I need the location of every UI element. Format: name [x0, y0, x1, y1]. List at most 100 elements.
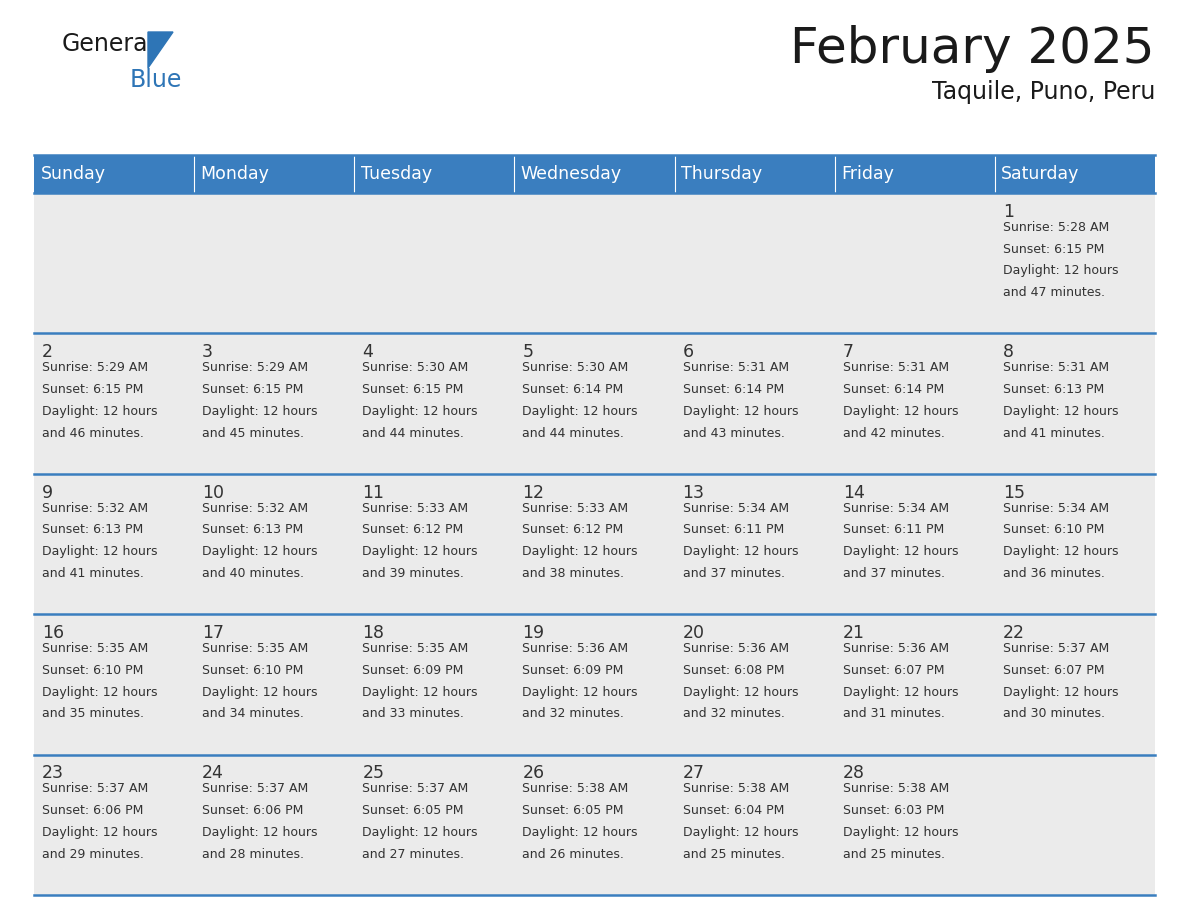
Text: Sunset: 6:14 PM: Sunset: 6:14 PM	[523, 383, 624, 396]
Text: and 42 minutes.: and 42 minutes.	[842, 427, 944, 440]
Text: 8: 8	[1003, 343, 1013, 361]
Text: Daylight: 12 hours: Daylight: 12 hours	[1003, 264, 1118, 277]
Text: Sunset: 6:07 PM: Sunset: 6:07 PM	[1003, 664, 1105, 677]
Text: Sunday: Sunday	[40, 165, 106, 183]
Bar	[194, 474, 354, 614]
Text: Sunset: 6:15 PM: Sunset: 6:15 PM	[362, 383, 463, 396]
Text: Sunrise: 5:30 AM: Sunrise: 5:30 AM	[362, 361, 468, 375]
Text: and 29 minutes.: and 29 minutes.	[42, 847, 144, 861]
Text: General: General	[62, 32, 156, 56]
Text: Sunrise: 5:29 AM: Sunrise: 5:29 AM	[202, 361, 308, 375]
Text: and 28 minutes.: and 28 minutes.	[202, 847, 304, 861]
Text: 7: 7	[842, 343, 854, 361]
Text: Sunrise: 5:37 AM: Sunrise: 5:37 AM	[362, 782, 468, 795]
Text: and 41 minutes.: and 41 minutes.	[42, 567, 144, 580]
Bar	[34, 155, 1155, 193]
Text: and 34 minutes.: and 34 minutes.	[202, 707, 304, 721]
Text: Sunrise: 5:28 AM: Sunrise: 5:28 AM	[1003, 221, 1110, 234]
Text: 26: 26	[523, 765, 544, 782]
Bar	[675, 755, 835, 895]
Text: 2: 2	[42, 343, 53, 361]
Bar	[835, 614, 994, 755]
Text: 28: 28	[842, 765, 865, 782]
Bar	[514, 614, 675, 755]
Text: and 45 minutes.: and 45 minutes.	[202, 427, 304, 440]
Text: and 35 minutes.: and 35 minutes.	[42, 707, 144, 721]
Text: Sunset: 6:04 PM: Sunset: 6:04 PM	[683, 804, 784, 817]
Bar	[34, 333, 194, 474]
Text: and 37 minutes.: and 37 minutes.	[683, 567, 784, 580]
Text: Daylight: 12 hours: Daylight: 12 hours	[42, 826, 158, 839]
Bar	[354, 474, 514, 614]
Text: 11: 11	[362, 484, 384, 501]
Text: Sunset: 6:14 PM: Sunset: 6:14 PM	[842, 383, 944, 396]
Text: and 27 minutes.: and 27 minutes.	[362, 847, 465, 861]
Text: Sunrise: 5:37 AM: Sunrise: 5:37 AM	[42, 782, 148, 795]
Text: Tuesday: Tuesday	[361, 165, 431, 183]
Bar	[675, 474, 835, 614]
Text: and 40 minutes.: and 40 minutes.	[202, 567, 304, 580]
Text: 1: 1	[1003, 203, 1013, 221]
Text: Sunrise: 5:29 AM: Sunrise: 5:29 AM	[42, 361, 148, 375]
Text: Sunrise: 5:34 AM: Sunrise: 5:34 AM	[683, 501, 789, 515]
Text: Daylight: 12 hours: Daylight: 12 hours	[1003, 545, 1118, 558]
Text: Sunrise: 5:31 AM: Sunrise: 5:31 AM	[683, 361, 789, 375]
Text: Sunset: 6:09 PM: Sunset: 6:09 PM	[523, 664, 624, 677]
Text: 18: 18	[362, 624, 384, 642]
Text: Sunset: 6:12 PM: Sunset: 6:12 PM	[362, 523, 463, 536]
Text: Sunset: 6:13 PM: Sunset: 6:13 PM	[42, 523, 144, 536]
Text: Daylight: 12 hours: Daylight: 12 hours	[842, 826, 959, 839]
Text: Daylight: 12 hours: Daylight: 12 hours	[523, 826, 638, 839]
Bar	[994, 474, 1155, 614]
Bar	[514, 755, 675, 895]
Text: Sunset: 6:03 PM: Sunset: 6:03 PM	[842, 804, 944, 817]
Text: Daylight: 12 hours: Daylight: 12 hours	[42, 545, 158, 558]
Text: 5: 5	[523, 343, 533, 361]
Text: Sunset: 6:12 PM: Sunset: 6:12 PM	[523, 523, 624, 536]
Text: 15: 15	[1003, 484, 1025, 501]
Bar	[514, 193, 675, 333]
Text: Sunrise: 5:37 AM: Sunrise: 5:37 AM	[1003, 642, 1110, 655]
Text: February 2025: February 2025	[790, 25, 1155, 73]
Bar	[194, 755, 354, 895]
Bar	[34, 474, 194, 614]
Text: and 44 minutes.: and 44 minutes.	[523, 427, 625, 440]
Bar	[354, 755, 514, 895]
Text: Daylight: 12 hours: Daylight: 12 hours	[42, 405, 158, 418]
Text: Saturday: Saturday	[1001, 165, 1080, 183]
Bar	[994, 333, 1155, 474]
Text: Daylight: 12 hours: Daylight: 12 hours	[362, 545, 478, 558]
Text: Sunrise: 5:37 AM: Sunrise: 5:37 AM	[202, 782, 309, 795]
Text: and 44 minutes.: and 44 minutes.	[362, 427, 465, 440]
Text: Daylight: 12 hours: Daylight: 12 hours	[683, 826, 798, 839]
Bar	[194, 333, 354, 474]
Bar	[994, 614, 1155, 755]
Text: 22: 22	[1003, 624, 1025, 642]
Text: Sunrise: 5:36 AM: Sunrise: 5:36 AM	[842, 642, 949, 655]
Text: 3: 3	[202, 343, 213, 361]
Text: and 33 minutes.: and 33 minutes.	[362, 707, 465, 721]
Text: Sunrise: 5:38 AM: Sunrise: 5:38 AM	[683, 782, 789, 795]
Text: Sunrise: 5:35 AM: Sunrise: 5:35 AM	[202, 642, 309, 655]
Text: Sunset: 6:13 PM: Sunset: 6:13 PM	[1003, 383, 1104, 396]
Bar	[34, 614, 194, 755]
Text: Sunrise: 5:32 AM: Sunrise: 5:32 AM	[42, 501, 148, 515]
Text: and 30 minutes.: and 30 minutes.	[1003, 707, 1105, 721]
Bar	[34, 755, 194, 895]
Text: 20: 20	[683, 624, 704, 642]
Text: and 36 minutes.: and 36 minutes.	[1003, 567, 1105, 580]
Text: Sunrise: 5:33 AM: Sunrise: 5:33 AM	[523, 501, 628, 515]
Bar	[994, 193, 1155, 333]
Text: Sunrise: 5:31 AM: Sunrise: 5:31 AM	[1003, 361, 1108, 375]
Text: Daylight: 12 hours: Daylight: 12 hours	[842, 405, 959, 418]
Text: Sunrise: 5:38 AM: Sunrise: 5:38 AM	[523, 782, 628, 795]
Bar	[675, 193, 835, 333]
Text: Sunset: 6:05 PM: Sunset: 6:05 PM	[523, 804, 624, 817]
Bar	[994, 755, 1155, 895]
Text: Sunrise: 5:35 AM: Sunrise: 5:35 AM	[42, 642, 148, 655]
Text: Daylight: 12 hours: Daylight: 12 hours	[523, 686, 638, 699]
Text: Sunrise: 5:35 AM: Sunrise: 5:35 AM	[362, 642, 468, 655]
Text: Taquile, Puno, Peru: Taquile, Puno, Peru	[931, 80, 1155, 104]
Text: Sunrise: 5:33 AM: Sunrise: 5:33 AM	[362, 501, 468, 515]
Bar	[835, 474, 994, 614]
